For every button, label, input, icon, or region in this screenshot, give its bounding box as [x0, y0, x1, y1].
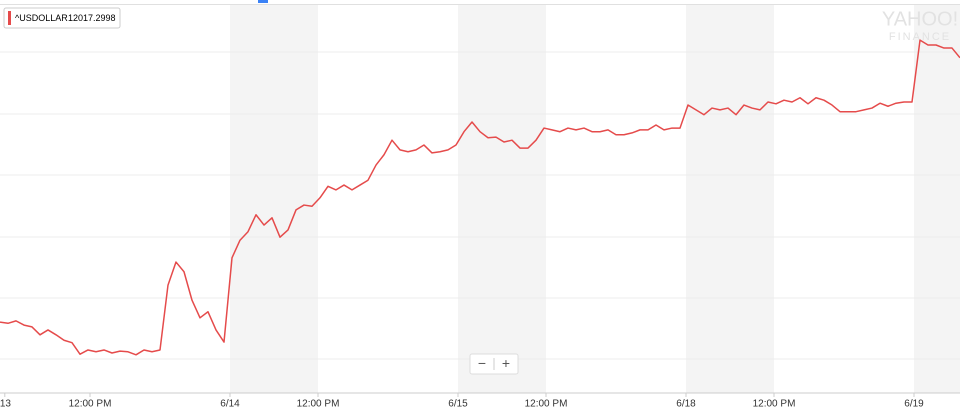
- zoom-in[interactable]: +: [502, 355, 510, 371]
- x-tick-label: 12:00 PM: [69, 399, 112, 410]
- x-tick-label: 6/15: [448, 399, 468, 410]
- x-tick-label: 6/19: [904, 399, 924, 410]
- x-tick-label: 6/14: [220, 399, 240, 410]
- band: [686, 5, 774, 393]
- x-tick-label: 6/18: [676, 399, 696, 410]
- band: [458, 5, 546, 393]
- band: [230, 5, 318, 393]
- legend-swatch: [8, 11, 11, 25]
- line: [0, 39, 960, 356]
- x-tick-label: 12:00 PM: [753, 399, 796, 410]
- zoom-out[interactable]: −: [478, 355, 486, 371]
- watermark: YAHOO!: [882, 8, 958, 30]
- zoom-controls: − +: [469, 353, 519, 375]
- x-tick-label: 12:00 PM: [297, 399, 340, 410]
- x-tick-label: 12:00 PM: [525, 399, 568, 410]
- legend-value: 12017.2998: [68, 13, 116, 23]
- top-border: [0, 4, 960, 5]
- legend-box: [3, 7, 121, 29]
- band: [914, 5, 960, 393]
- x-tick-label: 13: [0, 399, 11, 410]
- plot: [0, 39, 960, 356]
- session-bands: [230, 5, 960, 393]
- legend: ^USDOLLAR 12017.2998: [3, 7, 121, 29]
- legend-entry: ^USDOLLAR: [15, 13, 68, 23]
- watermark: FINANCE: [889, 31, 951, 43]
- scroll-indicator: [258, 0, 268, 3]
